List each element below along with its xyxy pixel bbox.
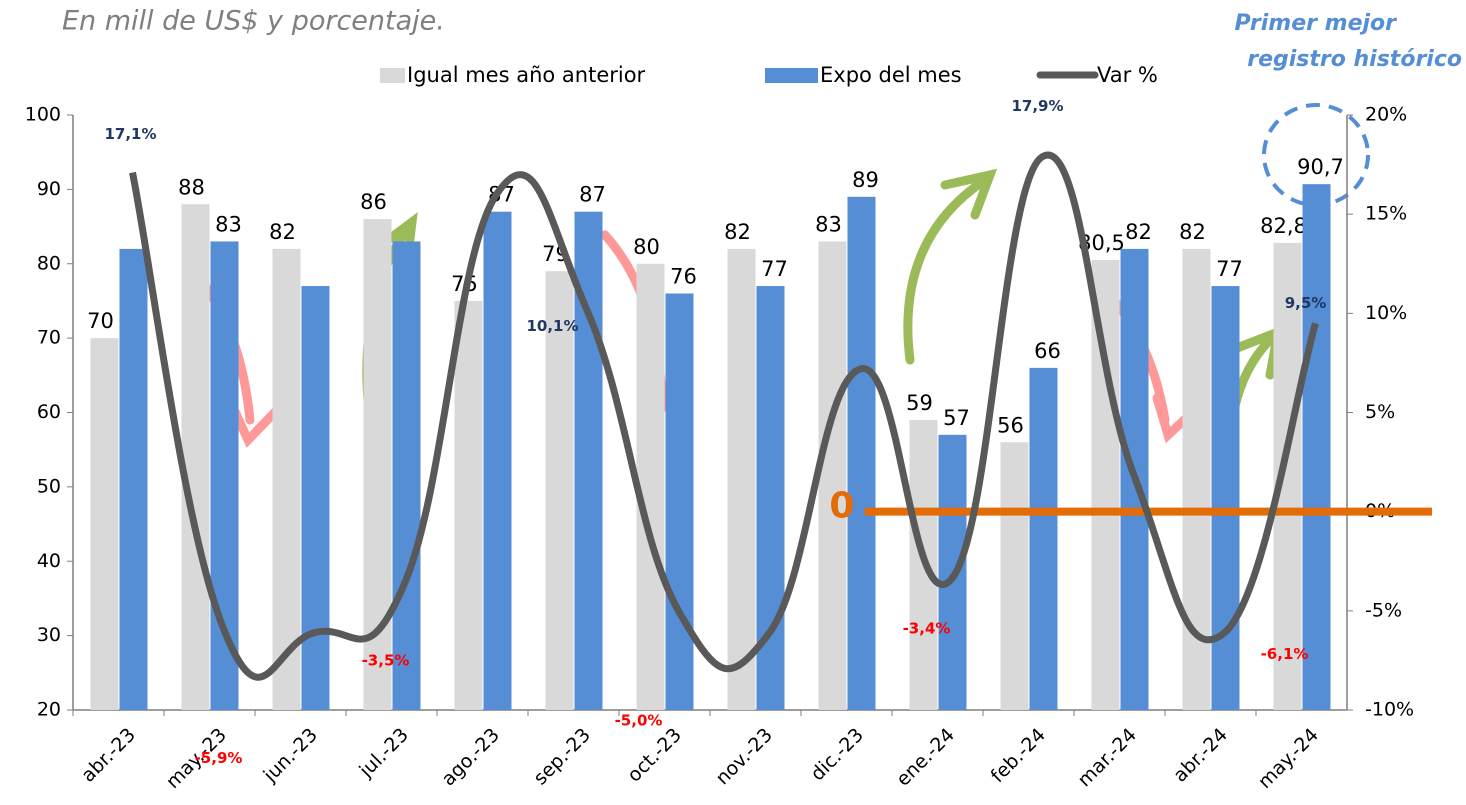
x-tick-label: oct.-23 [623,724,686,787]
bar [272,248,301,710]
bar [636,263,665,710]
line [129,151,1319,681]
value-label: 90,7 [1297,155,1344,179]
line-value-label: 10,1% [526,317,578,335]
value-label: 82 [724,220,751,244]
value-label: 70 [87,309,114,333]
annotation-line: registro histórico [1247,47,1462,72]
x-tick-label: may.-24 [1254,724,1323,793]
value-label: 76 [670,265,697,289]
y2-tick-label: 15% [1365,203,1407,225]
bar [847,196,876,710]
legend-swatch [765,68,818,83]
y2-tick-label: -10% [1365,699,1414,721]
value-label: 57 [943,406,970,430]
y2-tick-label: 20% [1365,104,1407,126]
y-tick-label: 30 [37,624,61,646]
value-label: 82,8 [1260,214,1307,238]
x-tick-label: mar.-24 [1074,724,1141,791]
bar [1029,367,1058,710]
zero-label: 0 [829,486,854,527]
legend-label: Var % [1097,63,1158,87]
value-label: 89 [852,168,879,192]
bar [181,204,210,710]
bar [665,293,694,710]
value-label: 83 [815,212,842,236]
annotation: Primer mejor registro histórico [1234,11,1462,72]
value-label: 86 [360,190,387,214]
line-value-label: 17,1% [104,125,156,143]
arrow-up [903,175,990,365]
line-value-label: -3,4% [903,620,951,638]
bar [1211,286,1240,710]
legend-swatch [380,68,405,83]
value-label: 80 [633,235,660,259]
bar [301,286,330,710]
x-tick-label: dic.-23 [807,724,868,785]
x-tick-label: feb.-24 [987,724,1050,787]
arrow-head [940,168,998,220]
line-value-label: -3,5% [362,652,410,670]
value-label: 56 [997,413,1024,437]
x-tick-label: ene.-24 [892,724,959,791]
bar [392,241,421,710]
value-label: 82 [1179,220,1206,244]
y2-tick-label: 10% [1365,302,1407,324]
x-tick-label: nov.-23 [712,724,777,789]
value-label: 66 [1034,339,1061,363]
line-value-label: -5,9% [195,749,243,767]
line-value-label: -5,0% [615,711,663,729]
x-tick-label: abr.-23 [77,724,140,787]
annotation-line: Primer mejor [1234,11,1397,36]
bar [119,248,148,710]
value-label: 87 [579,183,606,207]
bar [90,338,119,710]
value-label: 82 [269,220,296,244]
x-tick-label: jul.-23 [354,724,412,782]
value-label: 88 [178,175,205,199]
subtitle: En mill de US$ y porcentaje. [62,6,445,37]
bar [483,211,512,710]
value-label: 77 [761,257,788,281]
bar [454,300,483,710]
x-tick-label: ago.-23 [437,724,504,791]
y2-tick-label: 5% [1365,401,1395,423]
y-tick-label: 70 [37,327,61,349]
x-tick-label: sep.-23 [529,724,595,790]
y-tick-label: 50 [37,475,61,497]
y2-tick-label: -5% [1365,599,1402,621]
line-value-label: 9,5% [1285,294,1327,312]
y-tick-label: 90 [37,178,61,200]
bar [1302,184,1331,710]
y-tick-label: 20 [37,699,61,721]
x-tick-label: jun.-23 [259,724,322,787]
y-tick-label: 80 [37,252,61,274]
y-tick-label: 100 [25,104,61,126]
line-value-label: -6,1% [1261,645,1309,663]
y-tick-label: 60 [37,401,61,423]
bar [818,241,847,710]
legend-label: Igual mes año anterior [407,63,646,87]
value-label: 59 [906,391,933,415]
bar [1000,442,1029,710]
value-label: 82 [1125,220,1152,244]
value-label: 77 [1216,257,1243,281]
y-tick-label: 40 [37,550,61,572]
x-tick-label: abr.-24 [1169,724,1232,787]
line-value-label: 17,9% [1011,97,1063,115]
bar [545,271,574,710]
bar [1091,260,1120,710]
bar [727,248,756,710]
value-label: 83 [215,212,242,236]
legend-label: Expo del mes [820,63,962,87]
